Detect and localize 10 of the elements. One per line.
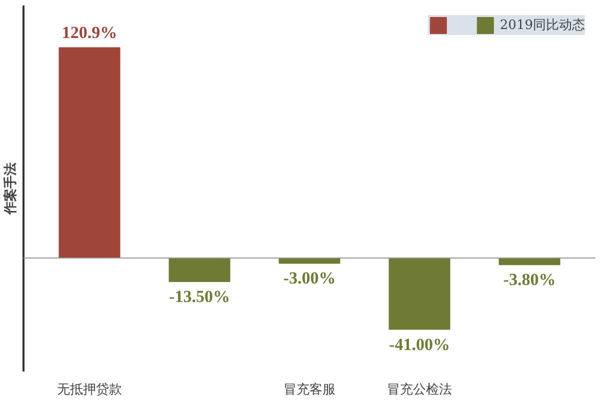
data-label: -13.50% — [169, 286, 230, 306]
x-tick-label: 冒充公检法 — [387, 382, 452, 398]
x-tick-label: 无抵押贷款 — [57, 382, 122, 398]
data-label: -41.00% — [389, 334, 450, 354]
legend-label: 2019同比动态 — [500, 17, 585, 34]
data-label: -3.80% — [503, 270, 556, 290]
y-axis-title: 作案手法 — [2, 162, 18, 216]
data-label: -3.00% — [283, 268, 336, 288]
data-label: 120.9% — [62, 23, 118, 42]
x-tick-label: 冒充客服 — [284, 382, 336, 398]
